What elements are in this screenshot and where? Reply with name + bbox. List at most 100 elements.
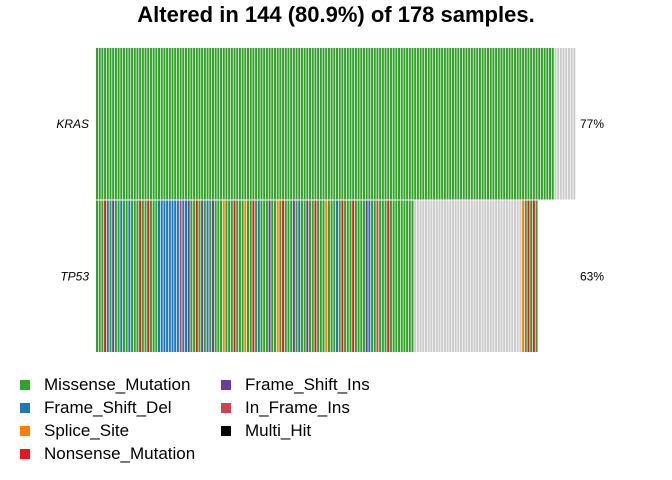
cell-tp53-nonsense-mutation — [195, 200, 198, 352]
cell-tp53-missense-mutation — [284, 200, 287, 352]
cell-tp53-nonsense-mutation — [282, 200, 285, 352]
cell-tp53-frame-shift-del — [160, 200, 163, 352]
cell-tp53-none — [473, 200, 476, 352]
cell-tp53-in-frame-ins — [179, 200, 182, 352]
cell-tp53-frame-shift-del — [168, 200, 171, 352]
cell-kras-missense-mutation — [311, 48, 314, 200]
legend-item-missense-mutation: Missense_Mutation — [20, 374, 190, 396]
cell-kras-missense-mutation — [265, 48, 268, 200]
cell-tp53-frame-shift-del — [336, 200, 338, 352]
cell-tp53-none — [489, 200, 492, 352]
legend-swatch — [20, 449, 30, 459]
cell-tp53-none — [427, 200, 430, 352]
cell-tp53-nonsense-mutation — [104, 200, 107, 352]
cell-kras-missense-mutation — [317, 48, 320, 200]
cell-kras-missense-mutation — [489, 48, 492, 200]
cell-tp53-missense-mutation — [152, 200, 155, 352]
cell-kras-none — [565, 48, 568, 200]
cell-tp53-missense-mutation — [392, 200, 395, 352]
cell-kras-missense-mutation — [147, 48, 150, 200]
cell-kras-missense-mutation — [443, 48, 446, 200]
cell-tp53-missense-mutation — [317, 200, 320, 352]
cell-tp53-missense-mutation — [287, 200, 290, 352]
cell-kras-missense-mutation — [271, 48, 274, 200]
cell-kras-missense-mutation — [530, 48, 533, 200]
cell-tp53-none — [495, 200, 498, 352]
cell-kras-missense-mutation — [203, 48, 206, 200]
cell-kras-missense-mutation — [295, 48, 298, 200]
legend-item-nonsense-mutation: Nonsense_Mutation — [20, 443, 195, 465]
cell-tp53-nonsense-mutation — [341, 200, 344, 352]
cell-tp53-missense-mutation — [327, 200, 330, 352]
cell-tp53-nonsense-mutation — [387, 200, 390, 352]
cell-tp53-none — [422, 200, 425, 352]
cell-kras-missense-mutation — [395, 48, 398, 200]
cell-kras-missense-mutation — [368, 48, 371, 200]
cell-tp53-none — [419, 200, 422, 352]
oncoplot-cells — [96, 48, 576, 352]
legend-swatch — [20, 426, 30, 436]
cell-kras-missense-mutation — [149, 48, 152, 200]
cell-tp53-splice-site — [325, 200, 328, 352]
cell-tp53-missense-mutation — [349, 200, 352, 352]
cell-kras-missense-mutation — [427, 48, 430, 200]
cell-kras-missense-mutation — [430, 48, 433, 200]
cell-tp53-frame-shift-ins — [187, 200, 190, 352]
cell-tp53-missense-mutation — [379, 200, 382, 352]
cell-tp53-frame-shift-del — [298, 200, 301, 352]
cell-kras-missense-mutation — [387, 48, 390, 200]
cell-tp53-missense-mutation — [354, 200, 357, 352]
cell-tp53-missense-mutation — [346, 200, 349, 352]
cell-tp53-none — [449, 200, 452, 352]
cell-tp53-missense-mutation — [136, 200, 139, 352]
gene-label-kras: KRAS — [56, 117, 89, 131]
cell-tp53-missense-mutation — [263, 200, 266, 352]
cell-tp53-missense-mutation — [373, 200, 376, 352]
cell-kras-missense-mutation — [462, 48, 465, 200]
legend-label: Frame_Shift_Del — [44, 398, 172, 417]
cell-tp53-missense-mutation — [225, 200, 228, 352]
cell-kras-missense-mutation — [327, 48, 330, 200]
cell-tp53-none — [513, 200, 516, 352]
cell-tp53-none — [465, 200, 468, 352]
legend-swatch — [20, 380, 30, 390]
pct-label-kras: 77% — [580, 117, 604, 131]
cell-kras-missense-mutation — [155, 48, 158, 200]
cell-tp53-none — [462, 200, 465, 352]
cell-tp53-none — [433, 200, 436, 352]
cell-kras-missense-mutation — [362, 48, 365, 200]
cell-kras-missense-mutation — [238, 48, 241, 200]
cell-tp53-none — [441, 200, 444, 352]
cell-tp53-none — [451, 200, 454, 352]
cell-kras-missense-mutation — [322, 48, 325, 200]
cell-kras-missense-mutation — [122, 48, 125, 200]
cell-kras-missense-mutation — [198, 48, 201, 200]
cell-tp53-missense-mutation — [220, 200, 223, 352]
cell-kras-missense-mutation — [403, 48, 406, 200]
cell-kras-missense-mutation — [352, 48, 355, 200]
cell-kras-missense-mutation — [268, 48, 271, 200]
cell-tp53-missense-mutation — [131, 200, 134, 352]
cell-tp53-missense-mutation — [389, 200, 392, 352]
cell-kras-missense-mutation — [336, 48, 338, 200]
oncoplot-labels: KRAS 77% TP53 63% — [56, 117, 604, 284]
cell-kras-missense-mutation — [184, 48, 187, 200]
legend-label: Missense_Mutation — [44, 375, 191, 394]
cell-kras-missense-mutation — [257, 48, 260, 200]
cell-kras-missense-mutation — [314, 48, 317, 200]
cell-kras-missense-mutation — [214, 48, 217, 200]
cell-kras-missense-mutation — [158, 48, 161, 200]
cell-tp53-missense-mutation — [122, 200, 125, 352]
cell-tp53-none — [481, 200, 484, 352]
cell-tp53-missense-mutation — [101, 200, 104, 352]
cell-tp53-none — [424, 200, 427, 352]
cell-kras-missense-mutation — [540, 48, 543, 200]
cell-kras-missense-mutation — [211, 48, 214, 200]
cell-tp53-nonsense-mutation — [252, 200, 255, 352]
cell-kras-missense-mutation — [360, 48, 363, 200]
cell-kras-missense-mutation — [300, 48, 303, 200]
cell-tp53-missense-mutation — [133, 200, 136, 352]
cell-kras-none — [559, 48, 562, 200]
cell-kras-none — [570, 48, 573, 200]
cell-tp53-missense-mutation — [408, 200, 411, 352]
